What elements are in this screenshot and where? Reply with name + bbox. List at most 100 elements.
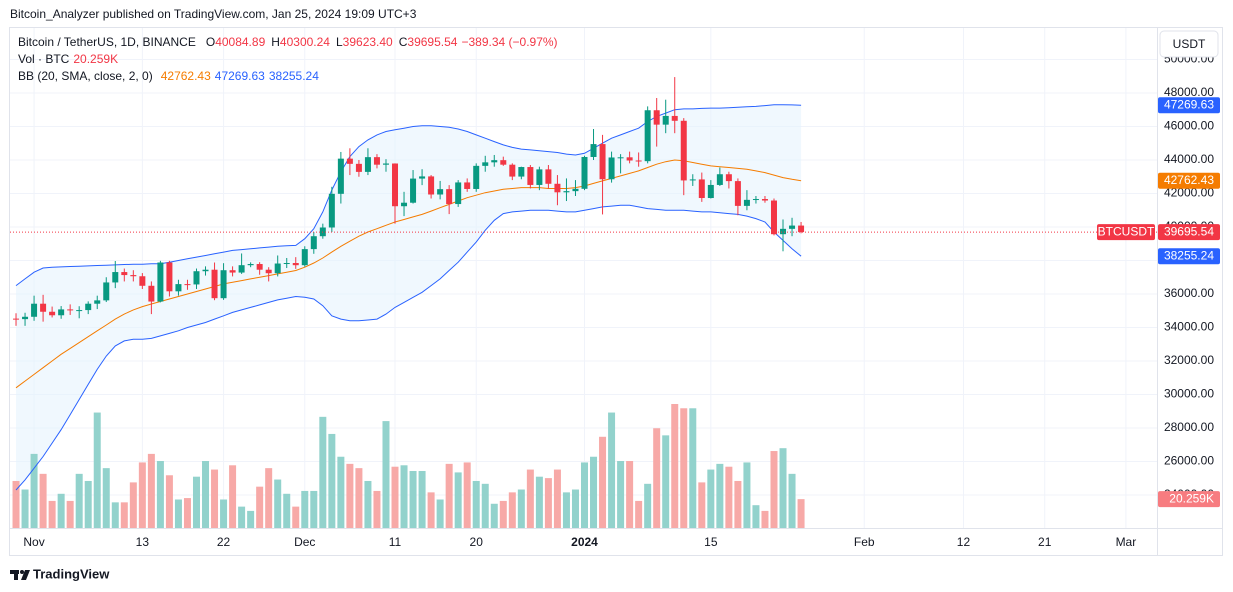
candle-body bbox=[761, 199, 768, 201]
candle-body bbox=[482, 162, 489, 166]
volume-bar bbox=[256, 486, 264, 528]
volume-bar bbox=[508, 492, 516, 528]
candle-body bbox=[464, 182, 471, 189]
candle-body bbox=[509, 164, 516, 177]
candle-body bbox=[103, 282, 110, 301]
candle-body bbox=[743, 199, 750, 206]
volume-bar bbox=[734, 480, 742, 528]
bb-basis-tag: 42762.43 bbox=[1164, 173, 1214, 187]
candle-body bbox=[698, 179, 705, 199]
candle-body bbox=[247, 264, 254, 266]
legend-ohlc-value: 39623.40 bbox=[342, 35, 393, 49]
bb-basis-tag-box bbox=[1158, 172, 1220, 189]
volume-bar bbox=[84, 480, 92, 528]
candle-body bbox=[518, 167, 525, 177]
volume-bar bbox=[301, 490, 309, 528]
volume-bar bbox=[752, 505, 760, 528]
axes: 24000.0026000.0028000.0030000.0032000.00… bbox=[23, 52, 1220, 549]
volume-bar bbox=[743, 462, 751, 528]
volume-bar bbox=[174, 499, 182, 528]
candle-body bbox=[554, 183, 561, 193]
volume-bar bbox=[436, 499, 444, 528]
last-price-tag-box bbox=[1158, 224, 1220, 241]
candle-body bbox=[446, 189, 453, 205]
candle-body bbox=[437, 189, 444, 195]
plot-area bbox=[10, 77, 1157, 528]
volume-bar bbox=[93, 412, 101, 528]
volume-bar bbox=[382, 421, 390, 528]
volume-bar bbox=[481, 483, 489, 528]
candle-body bbox=[310, 236, 317, 250]
y-tick-label: 36000.00 bbox=[1164, 286, 1214, 300]
x-tick-label: 22 bbox=[217, 535, 231, 549]
y-tick-label: 34000.00 bbox=[1164, 320, 1214, 334]
candle-body bbox=[473, 165, 480, 189]
volume-bar bbox=[30, 453, 38, 528]
bb-upper-tag: 47269.63 bbox=[1164, 97, 1214, 111]
legend-ohlc-key: L bbox=[335, 35, 343, 49]
volume-bar bbox=[111, 502, 119, 528]
x-tick-label: 21 bbox=[1038, 535, 1052, 549]
logo-text: TradingView bbox=[33, 566, 110, 581]
volume-bar bbox=[120, 502, 128, 528]
candle-body bbox=[229, 270, 236, 273]
volume-bar bbox=[463, 462, 471, 528]
volume-bar bbox=[608, 412, 616, 528]
candle-body bbox=[328, 193, 335, 228]
candle-body bbox=[635, 160, 642, 162]
legend-volume-value: 20.259K bbox=[73, 52, 119, 66]
candle-body bbox=[798, 225, 805, 233]
volume-bar bbox=[147, 453, 155, 528]
logo-icon bbox=[10, 570, 30, 580]
y-tick-label: 44000.00 bbox=[1164, 152, 1214, 166]
bb-lower-tag: 38255.24 bbox=[1164, 248, 1214, 262]
candle-body bbox=[256, 264, 263, 270]
legend-ohlc-item: H40300.24 bbox=[271, 35, 330, 49]
candle-body bbox=[563, 191, 570, 193]
volume-bar bbox=[680, 408, 688, 528]
candle-body bbox=[572, 188, 579, 192]
volume-tag-box bbox=[1158, 491, 1220, 508]
candle-body bbox=[274, 263, 281, 274]
legend-ohlc-item: O40084.89 bbox=[206, 35, 265, 49]
candle-body bbox=[590, 144, 597, 157]
volume-bar bbox=[562, 492, 570, 528]
candle-body bbox=[265, 269, 272, 274]
volume-tag: 20.259K bbox=[1169, 491, 1214, 505]
volume-bar bbox=[373, 490, 381, 528]
volume-bar bbox=[346, 463, 354, 528]
candle-body bbox=[725, 174, 732, 182]
x-tick-label: 11 bbox=[389, 535, 402, 549]
candle-body bbox=[373, 157, 380, 165]
bb-upper-line bbox=[15, 104, 802, 287]
candle-body bbox=[238, 265, 245, 273]
volume-bar bbox=[12, 480, 20, 528]
volume-bar bbox=[445, 463, 453, 528]
candle-body bbox=[85, 303, 92, 311]
candle-body bbox=[130, 275, 137, 277]
candle-body bbox=[283, 263, 290, 265]
volume-bar bbox=[526, 469, 534, 528]
candle-body bbox=[608, 157, 615, 180]
candle-body bbox=[337, 158, 344, 194]
candle-body bbox=[346, 158, 353, 164]
legend-symbol-row: Bitcoin / TetherUS, 1D, BINANCE O40084.8… bbox=[18, 35, 558, 49]
y-tick-label: 28000.00 bbox=[1164, 420, 1214, 434]
currency-button[interactable] bbox=[1159, 30, 1219, 58]
volume-bar bbox=[499, 500, 507, 528]
volume-bar bbox=[770, 451, 778, 528]
volume-bar bbox=[292, 506, 300, 528]
volume-bar bbox=[138, 462, 146, 528]
candle-body bbox=[653, 110, 660, 125]
volume-bar bbox=[535, 476, 543, 528]
candle-body bbox=[13, 318, 20, 320]
legend-ohlc-key: H bbox=[271, 35, 280, 49]
candle-body bbox=[734, 181, 741, 206]
candle-body bbox=[419, 176, 426, 179]
volume-bar bbox=[626, 461, 634, 528]
volume-bar bbox=[517, 489, 525, 528]
legend-ohlc-value: 40300.24 bbox=[279, 35, 330, 49]
volume-bar bbox=[283, 493, 291, 528]
